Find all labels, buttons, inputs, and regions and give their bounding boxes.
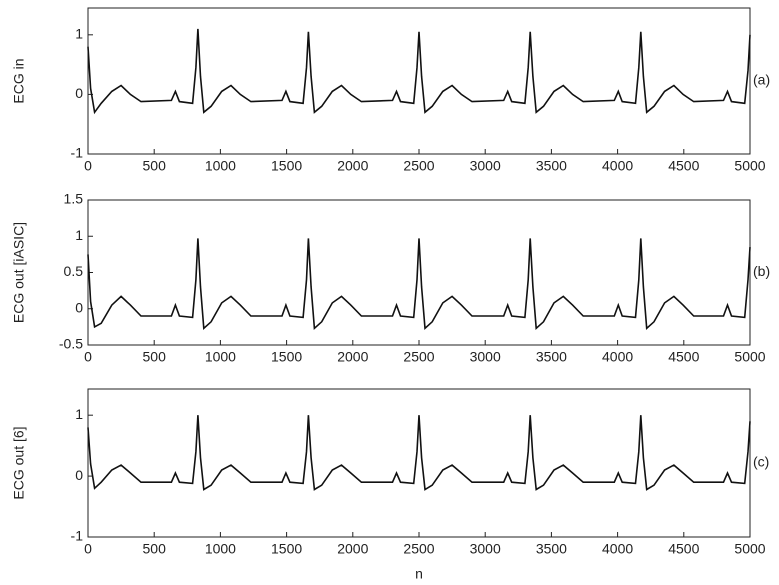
x-tick-label: 500 (143, 158, 167, 174)
y-tick-label: 1 (75, 227, 83, 243)
x-tick-label: 0 (84, 349, 92, 365)
x-tick-label: 2000 (337, 158, 368, 174)
y-axis-label: ECG out [iASIC] (11, 222, 27, 323)
y-tick-label: 0.5 (64, 263, 84, 279)
panel-annotation: (b) (753, 263, 770, 279)
x-tick-label: 4000 (602, 158, 633, 174)
axes-box (87, 7, 751, 155)
x-tick-label: 2500 (403, 349, 434, 365)
y-tick-label: -0.5 (59, 336, 83, 352)
x-tick-label: 0 (84, 158, 92, 174)
x-tick-label: 0 (84, 541, 92, 557)
y-tick-label: 0 (75, 85, 83, 101)
y-axis-label: ECG in (11, 58, 27, 103)
x-tick-label: 2000 (337, 349, 368, 365)
x-tick-label: 1500 (271, 541, 302, 557)
x-tick-label: 4500 (668, 541, 699, 557)
signal-line (87, 415, 751, 491)
x-tick-label: 1000 (205, 349, 236, 365)
x-tick-label: 4000 (602, 541, 633, 557)
signal-line (87, 238, 751, 330)
y-tick-label: -1 (71, 145, 84, 161)
y-tick-label: 1 (75, 26, 83, 42)
y-axis-label: ECG out [6] (11, 426, 27, 499)
x-tick-label: 3500 (536, 541, 567, 557)
axes-box (87, 199, 751, 346)
x-tick-label: 1500 (271, 158, 302, 174)
x-tick-label: 3000 (470, 541, 501, 557)
signal-line (87, 28, 751, 115)
x-tick-label: 5000 (734, 349, 765, 365)
x-tick-label: 2000 (337, 541, 368, 557)
x-tick-label: 1500 (271, 349, 302, 365)
x-tick-label: 3500 (536, 158, 567, 174)
x-tick-label: 4000 (602, 349, 633, 365)
x-tick-label: 1000 (205, 541, 236, 557)
y-tick-label: 0 (75, 467, 83, 483)
x-tick-label: 4500 (668, 158, 699, 174)
panel-annotation: (a) (753, 72, 770, 88)
y-tick-label: 1.5 (64, 191, 84, 207)
panel-annotation: (c) (753, 454, 769, 470)
x-tick-label: 3000 (470, 349, 501, 365)
x-tick-label: 3500 (536, 349, 567, 365)
x-tick-label: 500 (143, 541, 167, 557)
x-tick-label: 2500 (403, 158, 434, 174)
x-tick-label: 500 (143, 349, 167, 365)
x-tick-label: 3000 (470, 158, 501, 174)
x-tick-label: 2500 (403, 541, 434, 557)
x-tick-label: 5000 (734, 541, 765, 557)
y-tick-label: 1 (75, 406, 83, 422)
x-tick-label: 1000 (205, 158, 236, 174)
y-tick-label: -1 (71, 528, 84, 544)
x-tick-label: 5000 (734, 158, 765, 174)
axes-box (87, 388, 751, 538)
y-tick-label: 0 (75, 299, 83, 315)
x-tick-label: 4500 (668, 349, 699, 365)
x-axis-label: n (415, 566, 423, 582)
